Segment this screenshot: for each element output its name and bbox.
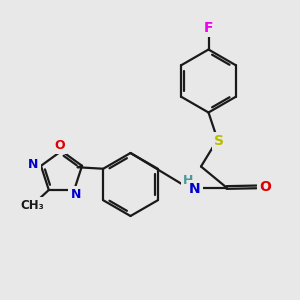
Text: N: N (70, 188, 81, 201)
Text: F: F (204, 21, 213, 34)
Text: S: S (214, 134, 224, 148)
Text: N: N (28, 158, 39, 171)
Text: O: O (260, 180, 272, 194)
Text: O: O (55, 139, 65, 152)
Text: N: N (189, 182, 201, 196)
Text: CH₃: CH₃ (20, 199, 44, 212)
Text: H: H (183, 174, 193, 188)
